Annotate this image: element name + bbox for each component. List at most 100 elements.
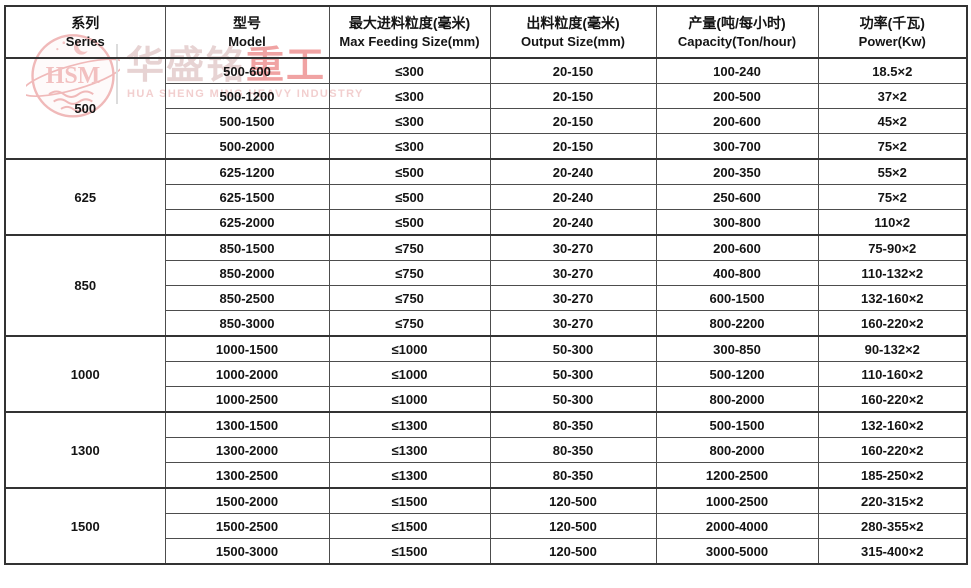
table-row: 500 500-600 ≤300 20-150 100-240 18.5×2 bbox=[4, 57, 968, 160]
spec-table-body: 500 500-600 ≤300 20-150 100-240 18.5×2 500-120… bbox=[4, 57, 968, 565]
column-header: 系列 Series bbox=[4, 5, 166, 59]
cell-max-feeding-size: ≤300 bbox=[328, 108, 491, 134]
cell-model: 1300-2500 bbox=[164, 462, 330, 489]
cell-model: 1500-2000 bbox=[164, 487, 330, 514]
cell-output-size: 120-500 bbox=[489, 538, 657, 565]
cell-model: 500-600 bbox=[164, 57, 330, 84]
cell-power: 110-160×2 bbox=[817, 361, 968, 387]
cell-power: 315-400×2 bbox=[817, 538, 968, 565]
cell-capacity: 200-600 bbox=[655, 108, 819, 134]
cell-max-feeding-size: ≤500 bbox=[328, 158, 491, 185]
cell-max-feeding-size: ≤1300 bbox=[328, 462, 491, 489]
column-header-en: Output Size(mm) bbox=[521, 34, 625, 49]
cell-power: 110×2 bbox=[817, 209, 968, 236]
column-header-cn: 系列 bbox=[71, 15, 100, 31]
table-row: 625-2000 ≤500 20-240 300-800 110×2 bbox=[5, 209, 968, 236]
cell-output-size: 80-350 bbox=[489, 437, 657, 463]
cell-capacity: 400-800 bbox=[655, 260, 819, 286]
cell-power: 75×2 bbox=[817, 133, 968, 160]
table-row: 1000-2000 ≤1000 50-300 500-1200 110-160×2 bbox=[5, 361, 968, 387]
series-cell: 625 bbox=[4, 158, 166, 236]
cell-capacity: 100-240 bbox=[655, 57, 819, 84]
series-cell: 1500 bbox=[4, 487, 166, 565]
cell-output-size: 30-270 bbox=[489, 310, 657, 337]
column-header-cn: 型号 bbox=[233, 15, 261, 31]
cell-model: 1300-2000 bbox=[164, 437, 330, 463]
cell-power: 110-132×2 bbox=[817, 260, 968, 286]
column-header: 功率(千瓦) Power(Kw) bbox=[817, 5, 968, 59]
cell-max-feeding-size: ≤1500 bbox=[328, 538, 491, 565]
cell-max-feeding-size: ≤750 bbox=[328, 285, 491, 311]
cell-output-size: 20-150 bbox=[489, 108, 657, 134]
cell-model: 1000-2500 bbox=[164, 386, 330, 413]
cell-power: 160-220×2 bbox=[817, 386, 968, 413]
cell-output-size: 80-350 bbox=[489, 462, 657, 489]
cell-output-size: 20-150 bbox=[489, 83, 657, 109]
cell-model: 625-2000 bbox=[164, 209, 330, 236]
cell-output-size: 20-240 bbox=[489, 158, 657, 185]
table-row: 1500 1500-2000 ≤1500 120-500 1000-2500 220-31… bbox=[4, 487, 968, 565]
cell-power: 220-315×2 bbox=[817, 487, 968, 514]
cell-max-feeding-size: ≤750 bbox=[328, 234, 491, 261]
series-cell: 1300 bbox=[4, 411, 166, 489]
column-header-cn: 最大进料粒度(毫米) bbox=[348, 15, 471, 31]
cell-model: 500-1200 bbox=[164, 83, 330, 109]
table-row: 1300 1300-1500 ≤1300 80-350 500-1500 132-160×… bbox=[4, 411, 968, 489]
cell-power: 185-250×2 bbox=[817, 462, 968, 489]
cell-max-feeding-size: ≤1500 bbox=[328, 513, 491, 539]
cell-capacity: 800-2200 bbox=[655, 310, 819, 337]
cell-output-size: 20-240 bbox=[489, 209, 657, 236]
cell-capacity: 800-2000 bbox=[655, 386, 819, 413]
cell-model: 500-2000 bbox=[164, 133, 330, 160]
table-row: 850-3000 ≤750 30-270 800-2200 160-220×2 bbox=[5, 310, 968, 337]
cell-capacity: 200-350 bbox=[655, 158, 819, 185]
cell-output-size: 120-500 bbox=[489, 513, 657, 539]
column-header: 出料粒度(毫米) Output Size(mm) bbox=[489, 5, 657, 59]
table-row: 850 850-1500 ≤750 30-270 200-600 75-90×2 bbox=[4, 234, 968, 337]
column-header-en: Max Feeding Size(mm) bbox=[339, 34, 480, 49]
table-row: 500-1500 ≤300 20-150 200-600 45×2 bbox=[5, 108, 968, 134]
column-header-cn: 功率(千瓦) bbox=[859, 15, 925, 31]
table-row: 625-1500 ≤500 20-240 250-600 75×2 bbox=[5, 184, 968, 210]
cell-max-feeding-size: ≤1500 bbox=[328, 487, 491, 514]
cell-power: 75×2 bbox=[817, 184, 968, 210]
cell-capacity: 200-500 bbox=[655, 83, 819, 109]
cell-capacity: 500-1500 bbox=[655, 411, 819, 438]
cell-capacity: 250-600 bbox=[655, 184, 819, 210]
cell-model: 625-1200 bbox=[164, 158, 330, 185]
series-cell: 850 bbox=[4, 234, 166, 337]
cell-output-size: 80-350 bbox=[489, 411, 657, 438]
cell-model: 1000-2000 bbox=[164, 361, 330, 387]
spec-table: 系列 Series 型号 Model 最大进料粒度(毫米) Max Feeding Siz… bbox=[4, 5, 968, 565]
cell-capacity: 2000-4000 bbox=[655, 513, 819, 539]
cell-output-size: 50-300 bbox=[489, 335, 657, 362]
cell-output-size: 20-150 bbox=[489, 57, 657, 84]
cell-max-feeding-size: ≤1000 bbox=[328, 361, 491, 387]
cell-power: 55×2 bbox=[817, 158, 968, 185]
table-row: 1500-3000 ≤1500 120-500 3000-5000 315-400×2 bbox=[5, 538, 968, 565]
cell-output-size: 20-150 bbox=[489, 133, 657, 160]
cell-power: 37×2 bbox=[817, 83, 968, 109]
table-row: 1000 1000-1500 ≤1000 50-300 300-850 90-132×2 bbox=[4, 335, 968, 413]
table-row: 850-2000 ≤750 30-270 400-800 110-132×2 bbox=[5, 260, 968, 286]
cell-model: 625-1500 bbox=[164, 184, 330, 210]
cell-model: 1300-1500 bbox=[164, 411, 330, 438]
cell-output-size: 30-270 bbox=[489, 260, 657, 286]
column-header-en: Series bbox=[65, 34, 105, 49]
header-row: 系列 Series 型号 Model 最大进料粒度(毫米) Max Feeding Siz… bbox=[4, 5, 968, 59]
column-header-en: Model bbox=[228, 34, 266, 49]
cell-power: 160-220×2 bbox=[817, 310, 968, 337]
cell-output-size: 50-300 bbox=[489, 386, 657, 413]
cell-power: 132-160×2 bbox=[817, 411, 968, 438]
cell-max-feeding-size: ≤300 bbox=[328, 133, 491, 160]
cell-capacity: 300-850 bbox=[655, 335, 819, 362]
cell-max-feeding-size: ≤750 bbox=[328, 260, 491, 286]
cell-capacity: 1000-2500 bbox=[655, 487, 819, 514]
cell-max-feeding-size: ≤1000 bbox=[328, 335, 491, 362]
table-row: 1300-2000 ≤1300 80-350 800-2000 160-220×2 bbox=[5, 437, 968, 463]
cell-model: 1500-3000 bbox=[164, 538, 330, 565]
cell-max-feeding-size: ≤300 bbox=[328, 83, 491, 109]
cell-power: 160-220×2 bbox=[817, 437, 968, 463]
cell-output-size: 20-240 bbox=[489, 184, 657, 210]
